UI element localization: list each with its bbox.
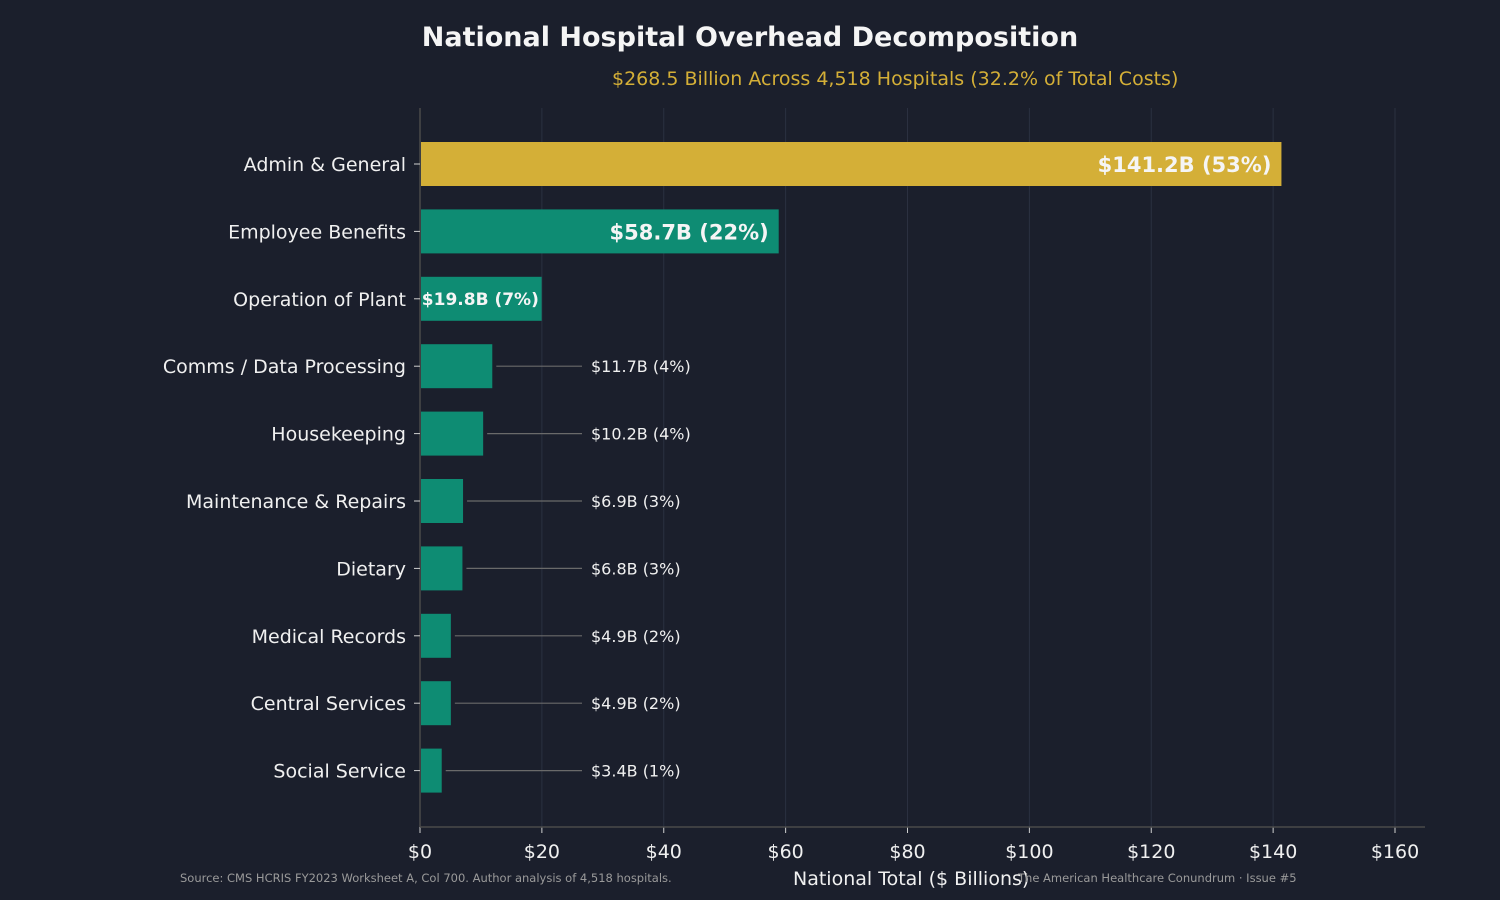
bar bbox=[421, 209, 779, 254]
x-tick-label: $20 bbox=[524, 841, 560, 863]
y-tick-label: Maintenance & Repairs bbox=[186, 491, 406, 513]
chart-title: National Hospital Overhead Decomposition bbox=[421, 22, 1079, 53]
bar bbox=[421, 276, 542, 321]
bars: $141.2B (53%) $58.7B (22%) $19.8B (7%) $11.… bbox=[421, 142, 1282, 793]
x-axis-label: National Total ($ Billions) bbox=[793, 868, 1030, 890]
data-label: $141.2B (53%) bbox=[1098, 153, 1272, 177]
data-label: $6.8B (3%) bbox=[591, 559, 681, 578]
x-tick-label: $160 bbox=[1371, 841, 1419, 863]
data-label: $19.8B (7%) bbox=[422, 290, 539, 310]
bar bbox=[421, 681, 451, 726]
credit-note: The American Healthcare Conundrum · Issu… bbox=[1018, 871, 1297, 885]
y-tick-label: Comms / Data Processing bbox=[163, 356, 406, 378]
bar bbox=[421, 546, 463, 591]
bar bbox=[421, 411, 484, 456]
x-tick-label: $140 bbox=[1249, 841, 1297, 863]
data-label: $6.9B (3%) bbox=[591, 492, 681, 511]
y-tick-label: Social Service bbox=[273, 761, 406, 783]
data-label: $4.9B (2%) bbox=[591, 694, 681, 713]
bar bbox=[421, 142, 1282, 186]
axes: $0 $20 $40 $60 $80 $100 $120 $140 $160 Admin & Ge… bbox=[163, 108, 1425, 863]
y-tick-label: Employee Benefits bbox=[228, 221, 406, 243]
x-tick-label: $60 bbox=[767, 841, 803, 863]
bar bbox=[421, 479, 464, 523]
data-label: $3.4B (1%) bbox=[591, 762, 681, 781]
y-tick-label: Medical Records bbox=[252, 626, 406, 648]
x-tick-label: $100 bbox=[1005, 841, 1053, 863]
chart-subtitle: $268.5 Billion Across 4,518 Hospitals (3… bbox=[612, 68, 1179, 90]
bar bbox=[421, 613, 451, 658]
x-tick-label: $120 bbox=[1127, 841, 1175, 863]
y-tick-label: Operation of Plant bbox=[233, 289, 406, 311]
source-note: Source: CMS HCRIS FY2023 Worksheet A, Co… bbox=[180, 871, 672, 885]
bar bbox=[421, 748, 442, 793]
y-tick-label: Dietary bbox=[336, 558, 406, 580]
data-label: $11.7B (4%) bbox=[591, 357, 691, 376]
data-label: $58.7B (22%) bbox=[610, 220, 769, 244]
y-tick-label: Central Services bbox=[251, 693, 406, 715]
bar bbox=[421, 344, 493, 389]
data-label: $10.2B (4%) bbox=[591, 425, 691, 444]
x-tick-label: $40 bbox=[646, 841, 682, 863]
x-tick-label: $0 bbox=[408, 841, 432, 863]
y-tick-label: Housekeeping bbox=[271, 424, 406, 446]
y-tick-label: Admin & General bbox=[244, 154, 406, 176]
x-tick-label: $80 bbox=[889, 841, 925, 863]
data-label: $4.9B (2%) bbox=[591, 627, 681, 646]
